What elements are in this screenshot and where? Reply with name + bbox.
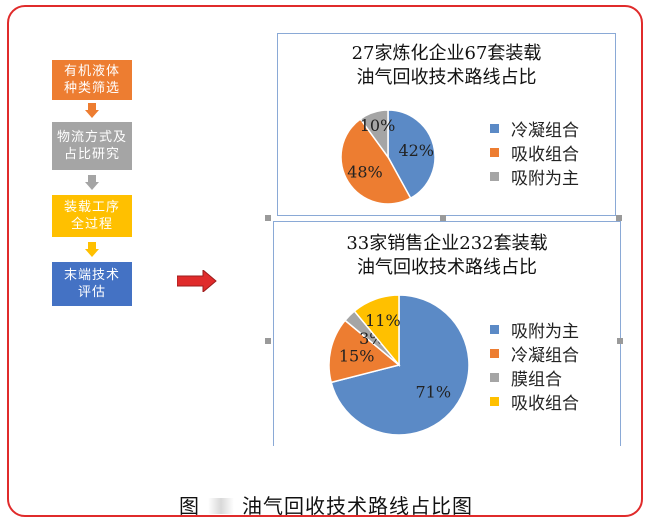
figure-number-blank <box>208 498 234 514</box>
pie-slice <box>340 117 412 205</box>
pie-slice <box>387 109 436 200</box>
pie-slice <box>353 294 400 368</box>
flow-step-logistics-study: 物流方式及 占比研究 <box>52 122 132 170</box>
legend-swatch <box>490 147 499 157</box>
resize-handle[interactable] <box>440 215 446 221</box>
flow-step-loading-process: 装载工序 全过程 <box>52 195 132 237</box>
legend-item: 膜组合 <box>490 365 579 390</box>
slice-data-label: 71% <box>416 383 452 402</box>
chart-legend: 吸附为主冷凝组合膜组合吸收组合 <box>490 317 579 414</box>
legend-label: 冷凝组合 <box>511 345 579 366</box>
legend-item: 吸附为主 <box>490 317 579 342</box>
legend-label: 冷凝组合 <box>511 120 579 141</box>
chart-title: 27家炼化企业67套装载 油气回收技术路线占比 <box>351 43 542 88</box>
figure-frame <box>7 5 643 517</box>
flow-step-liquid-screening: 有机液体 种类筛选 <box>52 60 132 100</box>
pie-plot: 71%15%3%11% <box>328 294 470 436</box>
chart-title: 33家销售企业232套装载 油气回收技术路线占比 <box>346 233 548 278</box>
resize-handle[interactable] <box>265 215 271 221</box>
legend-swatch <box>490 324 499 334</box>
down-arrow-icon <box>85 242 99 257</box>
legend-item: 冷凝组合 <box>490 341 579 366</box>
pie-slice <box>359 109 389 160</box>
right-arrow-icon <box>177 270 217 292</box>
legend-swatch <box>490 123 499 133</box>
legend-item: 冷凝组合 <box>490 116 579 141</box>
resize-handle[interactable] <box>617 338 623 344</box>
caption-prefix: 图 <box>179 494 200 518</box>
legend-swatch <box>490 396 499 406</box>
slice-data-label: 15% <box>339 347 375 366</box>
pie-plot: 42% 48% 10% <box>340 109 436 205</box>
legend-item: 吸收组合 <box>490 389 579 414</box>
caption-text: 油气回收技术路线占比图 <box>242 494 473 518</box>
legend-label: 吸收组合 <box>511 144 579 165</box>
slice-data-label: 11% <box>365 311 401 330</box>
resize-handle[interactable] <box>616 215 622 221</box>
legend-swatch <box>490 372 499 382</box>
legend-label: 吸附为主 <box>511 168 579 189</box>
legend-label: 吸收组合 <box>511 393 579 414</box>
legend-label: 膜组合 <box>511 369 562 390</box>
down-arrow-icon <box>85 175 99 190</box>
flow-step-terminal-assessment: 末端技术 评估 <box>52 262 132 306</box>
legend-item: 吸收组合 <box>490 140 579 165</box>
slice-data-label: 48% <box>347 163 383 182</box>
resize-handle[interactable] <box>265 338 271 344</box>
slice-data-label: 42% <box>398 141 434 160</box>
pie-chart-refining: 27家炼化企业67套装载 油气回收技术路线占比 42% 48% 10% 冷凝组合吸收… <box>277 33 616 216</box>
down-arrow-icon <box>85 103 99 118</box>
pie-chart-sales: 33家销售企业232套装载 油气回收技术路线占比 71% 15% 3% 11% 吸附为… <box>273 221 621 446</box>
slice-data-label: 10% <box>360 116 396 135</box>
pie-slice <box>328 319 401 384</box>
legend-item: 吸附为主 <box>490 164 579 189</box>
legend-swatch <box>490 348 499 358</box>
legend-swatch <box>490 171 499 181</box>
figure-caption: 图 油气回收技术路线占比图 <box>0 490 652 519</box>
legend-label: 吸附为主 <box>511 321 579 342</box>
chart-legend: 冷凝组合吸收组合吸附为主 <box>490 116 579 189</box>
